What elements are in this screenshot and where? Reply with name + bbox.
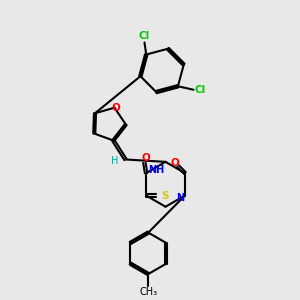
Text: O: O: [112, 103, 121, 113]
Text: Cl: Cl: [139, 31, 150, 41]
Text: O: O: [142, 152, 151, 163]
Text: H: H: [111, 156, 118, 166]
Text: NH: NH: [148, 165, 164, 175]
Text: Cl: Cl: [195, 85, 206, 95]
Text: S: S: [161, 190, 169, 200]
Text: O: O: [170, 158, 179, 168]
Text: N: N: [176, 193, 184, 203]
Text: CH₃: CH₃: [139, 287, 157, 297]
